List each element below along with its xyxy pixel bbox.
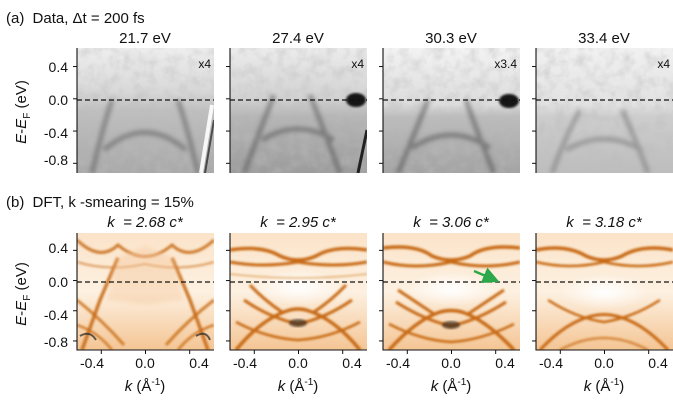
x-tick-3-zero: 0.0 (441, 355, 461, 371)
x-tick-2-zero: 0.0 (288, 355, 308, 371)
x-tick-marks (100, 350, 650, 354)
energy-label-2: 27.4 eV (272, 30, 324, 47)
dft-image-3 (383, 233, 520, 350)
arpes-image-4 (536, 48, 673, 173)
x-axis-title-4: k (Å-1) (584, 377, 625, 395)
arpes-image-2 (230, 48, 367, 173)
scale-label-3: x3.4 (494, 57, 517, 71)
green-arrow-icon (473, 267, 500, 283)
scale-labels: x4 x4 x3.4 x4 (198, 57, 670, 71)
y-axis-title-b-text: E-EF (eV) (13, 262, 33, 326)
k-label-4: k = 3.18 c* (566, 214, 643, 231)
arpes-image-1 (77, 48, 214, 173)
panel-b-title: (b) DFT, k -smearing = 15% (6, 194, 194, 211)
x-tick-1-neg: -0.4 (80, 355, 104, 371)
x-axis-titles: k (Å-1) k (Å-1) k (Å-1) k (Å-1) (125, 377, 625, 395)
scale-label-2: x4 (351, 57, 364, 71)
x-tick-4-neg: -0.4 (539, 355, 563, 371)
x-tick-2-neg: -0.4 (233, 355, 257, 371)
y-tick-b-0.0: 0.0 (49, 274, 69, 290)
x-tick-labels: -0.4 0.0 0.4 -0.4 0.0 0.4 -0.4 0.0 0.4 -… (80, 355, 668, 371)
energy-label-1: 21.7 eV (119, 30, 171, 47)
k-label-1: k = 2.68 c* (107, 214, 184, 231)
x-tick-4-zero: 0.0 (594, 355, 614, 371)
k-label-3: k = 3.06 c* (413, 214, 490, 231)
x-tick-3-pos: 0.4 (495, 355, 515, 371)
x-tick-1-zero: 0.0 (135, 355, 155, 371)
k-label-2: k = 2.95 c* (260, 214, 337, 231)
x-tick-4-pos: 0.4 (648, 355, 668, 371)
y-tick-labels-a: 0.4 0.0 -0.4 -0.8 (44, 59, 68, 168)
dft-image-2 (230, 233, 367, 350)
dft-image-1 (77, 233, 214, 350)
scale-label-4: x4 (657, 57, 670, 71)
energy-label-3: 30.3 eV (425, 30, 477, 47)
panel-a-title: (a) Data, Δt = 200 fs (6, 10, 145, 27)
scale-label-1: x4 (198, 57, 211, 71)
y-axis-title-b: E-EF (eV) (13, 262, 33, 326)
x-axis-title-1: k (Å-1) (125, 377, 166, 395)
x-axis-title-2: k (Å-1) (278, 377, 319, 395)
x-tick-2-pos: 0.4 (342, 355, 362, 371)
y-tick-a--0.4: -0.4 (44, 125, 68, 141)
arpes-image-3 (383, 48, 520, 173)
y-tick-marks (73, 66, 536, 342)
axis-frames (76, 48, 673, 351)
y-axis-title-a: E-EF (eV) (13, 80, 33, 144)
y-tick-a--0.8: -0.8 (44, 152, 68, 168)
panel-a-column-headers: 21.7 eV 27.4 eV 30.3 eV 33.4 eV (119, 30, 630, 47)
y-axis-title-a-text: E-EF (eV) (13, 80, 33, 144)
y-tick-b--0.8: -0.8 (44, 334, 68, 350)
energy-label-4: 33.4 eV (578, 30, 630, 47)
x-tick-1-pos: 0.4 (189, 355, 209, 371)
x-tick-3-neg: -0.4 (386, 355, 410, 371)
y-tick-a-0.0: 0.0 (49, 92, 69, 108)
panel-b-column-headers: k = 2.68 c* k = 2.95 c* k = 3.06 c* k = … (107, 214, 643, 231)
y-tick-a-0.4: 0.4 (49, 59, 69, 75)
y-tick-b-0.4: 0.4 (49, 240, 69, 256)
dft-image-4 (536, 233, 673, 350)
x-axis-title-3: k (Å-1) (431, 377, 472, 395)
y-tick-b--0.4: -0.4 (44, 307, 68, 323)
y-tick-labels-b: 0.4 0.0 -0.4 -0.8 (44, 240, 68, 350)
